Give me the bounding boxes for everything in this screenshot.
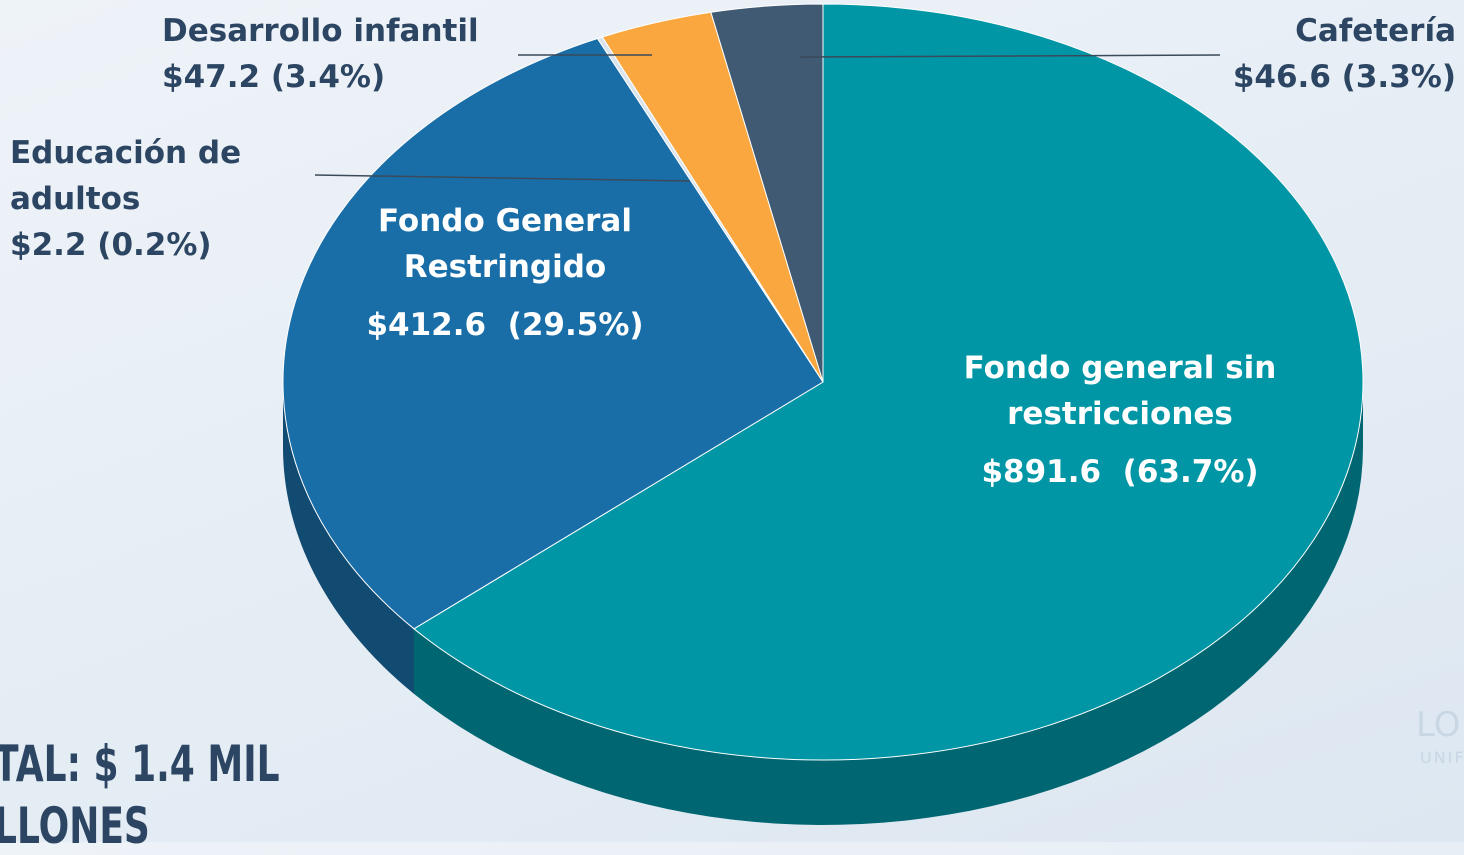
value-label: $47.2 (3.4%) bbox=[162, 59, 386, 95]
slice-label: Cafetería $46.6 (3.3%) bbox=[1180, 8, 1456, 100]
slice-label: Educación de adultos $2.2 (0.2%) bbox=[10, 130, 270, 268]
value-label: $412.6 (29.5%) bbox=[366, 307, 644, 343]
category-label: Desarrollo infantil bbox=[162, 13, 479, 49]
slice bbox=[710, 3, 824, 383]
slice-side bbox=[283, 382, 415, 694]
slice-label: Fondo General Restringido $412.6 (29.5%) bbox=[335, 198, 675, 348]
logo-text: UNIF bbox=[1420, 748, 1464, 767]
leader-line bbox=[314, 174, 691, 182]
value-label: $46.6 (3.3%) bbox=[1232, 59, 1456, 95]
leader-line bbox=[799, 54, 1221, 58]
value-label: $2.2 (0.2%) bbox=[10, 227, 212, 263]
logo-text: LO bbox=[1416, 705, 1461, 745]
total-annotation: TAL: $ 1.4 MIL bbox=[0, 735, 280, 793]
value-label: $891.6 (63.7%) bbox=[981, 454, 1259, 490]
total-annotation: LLONES bbox=[0, 797, 150, 855]
slice-label: Fondo general sin restricciones $891.6 (6… bbox=[940, 345, 1300, 495]
category-label: Fondo General Restringido bbox=[378, 203, 632, 285]
slice-label: Desarrollo infantil $47.2 (3.4%) bbox=[162, 8, 542, 100]
category-label: Fondo general sin restricciones bbox=[963, 350, 1277, 432]
category-label: Cafetería bbox=[1295, 13, 1456, 49]
slice bbox=[282, 37, 824, 630]
slice bbox=[413, 3, 1364, 761]
category-label: Educación de adultos bbox=[10, 135, 242, 217]
slice-side bbox=[414, 382, 1363, 825]
